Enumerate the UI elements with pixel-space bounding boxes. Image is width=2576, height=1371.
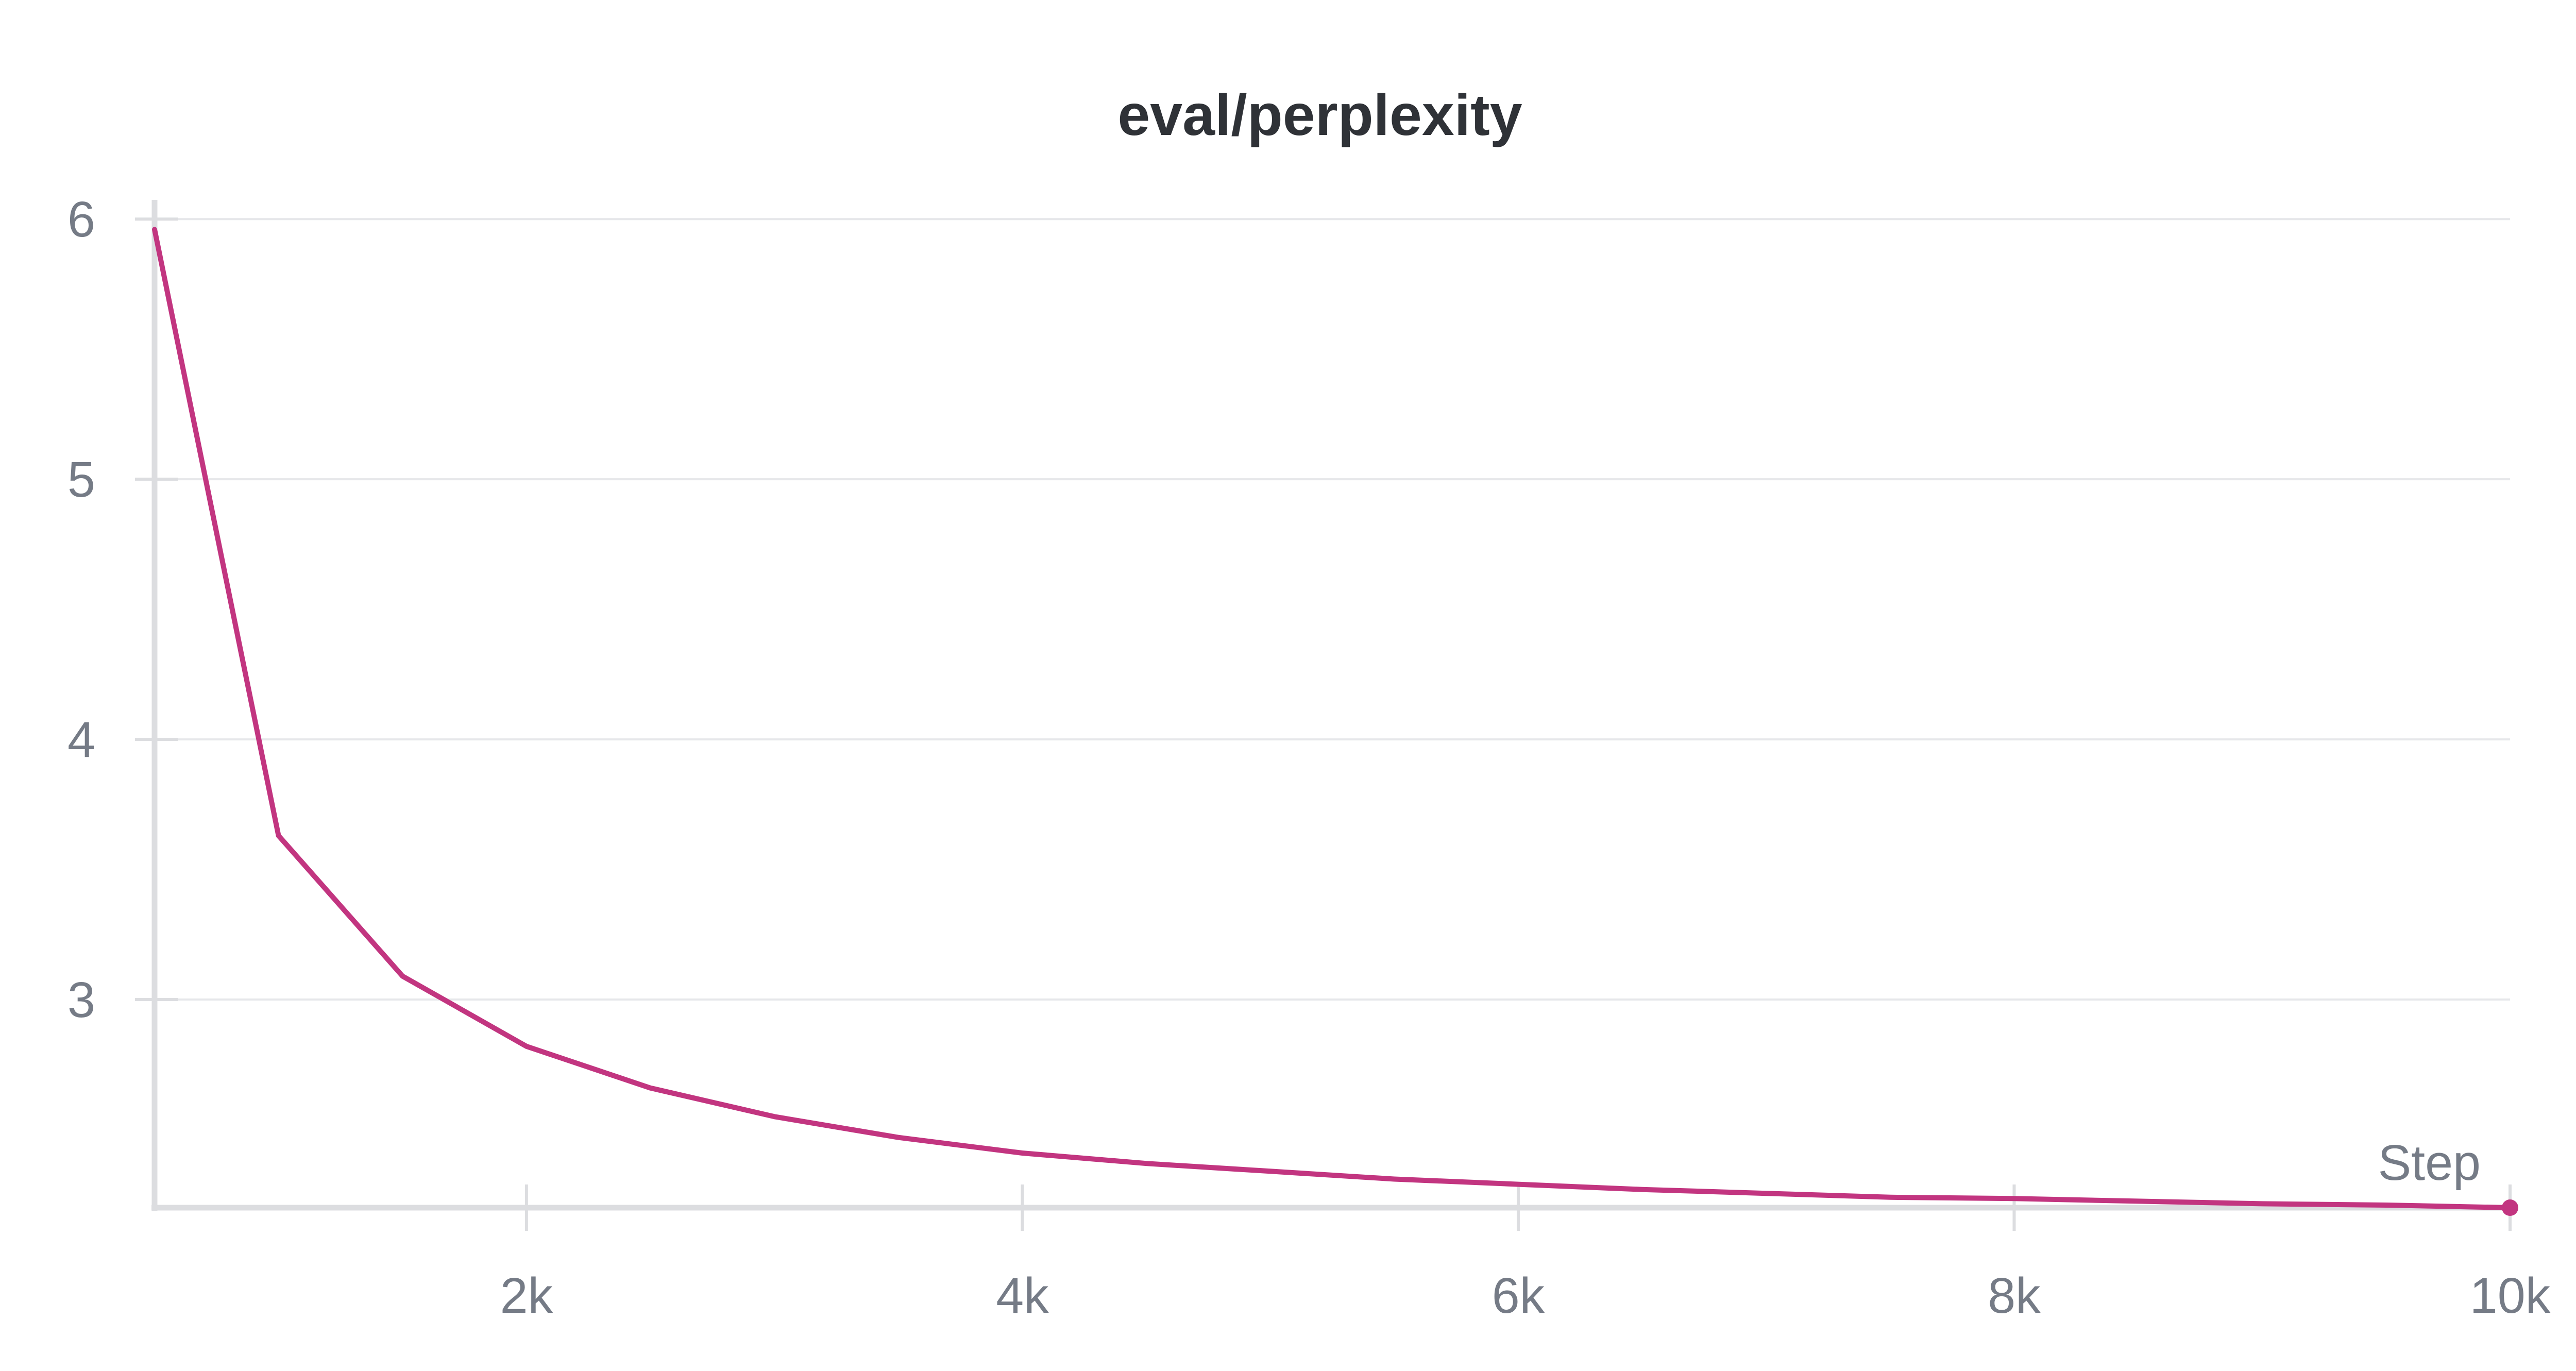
y-tick-label: 6	[67, 191, 95, 247]
y-tick-label: 5	[67, 451, 95, 507]
chart-title: eval/perplexity	[1117, 82, 1522, 147]
x-tick-label: 6k	[1492, 1267, 1545, 1324]
series-endpoint	[2502, 1199, 2518, 1216]
x-tick-label: 4k	[996, 1267, 1049, 1324]
x-axis-label: Step	[2378, 1135, 2481, 1191]
x-tick-label: 10k	[2470, 1267, 2551, 1324]
series-lines	[152, 227, 2518, 1216]
y-tick-label: 3	[67, 972, 95, 1028]
gridlines	[155, 218, 2510, 1001]
x-tick-label: 8k	[1988, 1267, 2041, 1324]
tick-labels: 3 4 5 6 2k 4k 6k 8k 10k	[67, 191, 2551, 1324]
y-tick-label: 4	[67, 712, 95, 768]
series-line	[152, 227, 2513, 1210]
axes	[135, 200, 2512, 1231]
x-tick-label: 2k	[500, 1267, 553, 1324]
